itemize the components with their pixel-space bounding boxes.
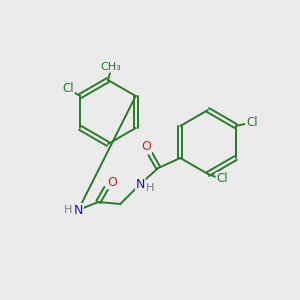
Text: Cl: Cl [62,82,74,94]
Text: Cl: Cl [246,116,257,130]
Text: H: H [64,205,73,215]
Text: H: H [146,183,154,193]
Text: N: N [74,203,83,217]
Text: Cl: Cl [216,172,228,185]
Text: CH₃: CH₃ [100,62,122,72]
Text: O: O [107,176,117,188]
Text: N: N [136,178,145,190]
Text: O: O [141,140,151,154]
